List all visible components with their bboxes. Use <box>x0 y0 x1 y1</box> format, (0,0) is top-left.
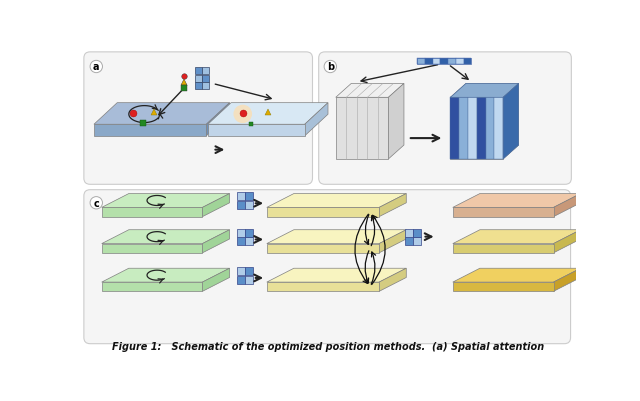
Polygon shape <box>503 84 518 160</box>
Bar <box>413 229 421 237</box>
Polygon shape <box>452 269 580 282</box>
FancyBboxPatch shape <box>84 190 571 344</box>
Polygon shape <box>503 84 518 160</box>
Bar <box>245 201 253 209</box>
Polygon shape <box>208 125 305 136</box>
Polygon shape <box>451 84 518 98</box>
Bar <box>417 59 472 65</box>
Bar <box>237 193 244 201</box>
Text: a: a <box>93 62 100 72</box>
Text: Figure 1:   Schematic of the optimized position methods.  (a) Spatial attention: Figure 1: Schematic of the optimized pos… <box>112 341 544 351</box>
Polygon shape <box>102 244 202 253</box>
Bar <box>477 98 486 160</box>
Polygon shape <box>94 103 230 125</box>
Polygon shape <box>554 230 580 253</box>
Polygon shape <box>388 84 404 160</box>
Bar <box>195 75 202 82</box>
Polygon shape <box>452 244 554 253</box>
Bar <box>417 59 425 65</box>
Bar <box>237 229 244 237</box>
Polygon shape <box>305 103 328 136</box>
Polygon shape <box>94 125 206 136</box>
Polygon shape <box>379 230 406 253</box>
Polygon shape <box>267 208 379 217</box>
Text: b: b <box>327 62 334 72</box>
Polygon shape <box>208 103 328 125</box>
Bar <box>202 75 209 82</box>
Bar <box>195 68 202 75</box>
Bar <box>456 59 463 65</box>
FancyBboxPatch shape <box>84 53 312 185</box>
Polygon shape <box>202 194 230 217</box>
Bar <box>404 237 413 245</box>
Polygon shape <box>452 208 554 217</box>
Polygon shape <box>102 269 230 282</box>
Bar <box>448 59 456 65</box>
Polygon shape <box>102 230 230 244</box>
Bar <box>245 237 253 245</box>
Polygon shape <box>336 84 404 98</box>
Polygon shape <box>267 244 379 253</box>
Bar <box>237 201 244 209</box>
Circle shape <box>90 61 102 73</box>
Text: c: c <box>93 198 99 208</box>
Bar <box>237 267 244 275</box>
Polygon shape <box>451 98 503 160</box>
Polygon shape <box>554 194 580 217</box>
Bar <box>433 59 440 65</box>
Polygon shape <box>554 269 580 292</box>
Bar <box>463 59 472 65</box>
Polygon shape <box>452 194 580 208</box>
Bar <box>486 98 494 160</box>
Circle shape <box>324 61 337 73</box>
Bar <box>440 59 448 65</box>
Bar <box>202 83 209 89</box>
Bar <box>245 267 253 275</box>
Polygon shape <box>267 194 406 208</box>
Polygon shape <box>267 269 406 282</box>
Polygon shape <box>379 269 406 292</box>
Bar <box>245 193 253 201</box>
Bar <box>494 98 503 160</box>
Circle shape <box>234 105 252 124</box>
Bar <box>404 229 413 237</box>
Bar <box>237 276 244 284</box>
Bar <box>413 237 421 245</box>
Polygon shape <box>336 98 388 160</box>
Polygon shape <box>102 208 202 217</box>
Polygon shape <box>202 269 230 292</box>
Polygon shape <box>102 194 230 208</box>
Polygon shape <box>452 282 554 292</box>
Bar <box>245 229 253 237</box>
Circle shape <box>90 197 102 209</box>
Bar <box>460 98 468 160</box>
Bar <box>451 98 460 160</box>
Bar <box>195 83 202 89</box>
Polygon shape <box>451 84 518 98</box>
Bar <box>237 237 244 245</box>
Bar <box>202 68 209 75</box>
Bar <box>468 98 477 160</box>
Polygon shape <box>267 230 406 244</box>
Polygon shape <box>267 282 379 292</box>
Polygon shape <box>206 103 230 136</box>
Polygon shape <box>202 230 230 253</box>
Bar <box>425 59 433 65</box>
Polygon shape <box>452 230 580 244</box>
Polygon shape <box>102 282 202 292</box>
Bar <box>245 276 253 284</box>
FancyBboxPatch shape <box>319 53 572 185</box>
Polygon shape <box>379 194 406 217</box>
